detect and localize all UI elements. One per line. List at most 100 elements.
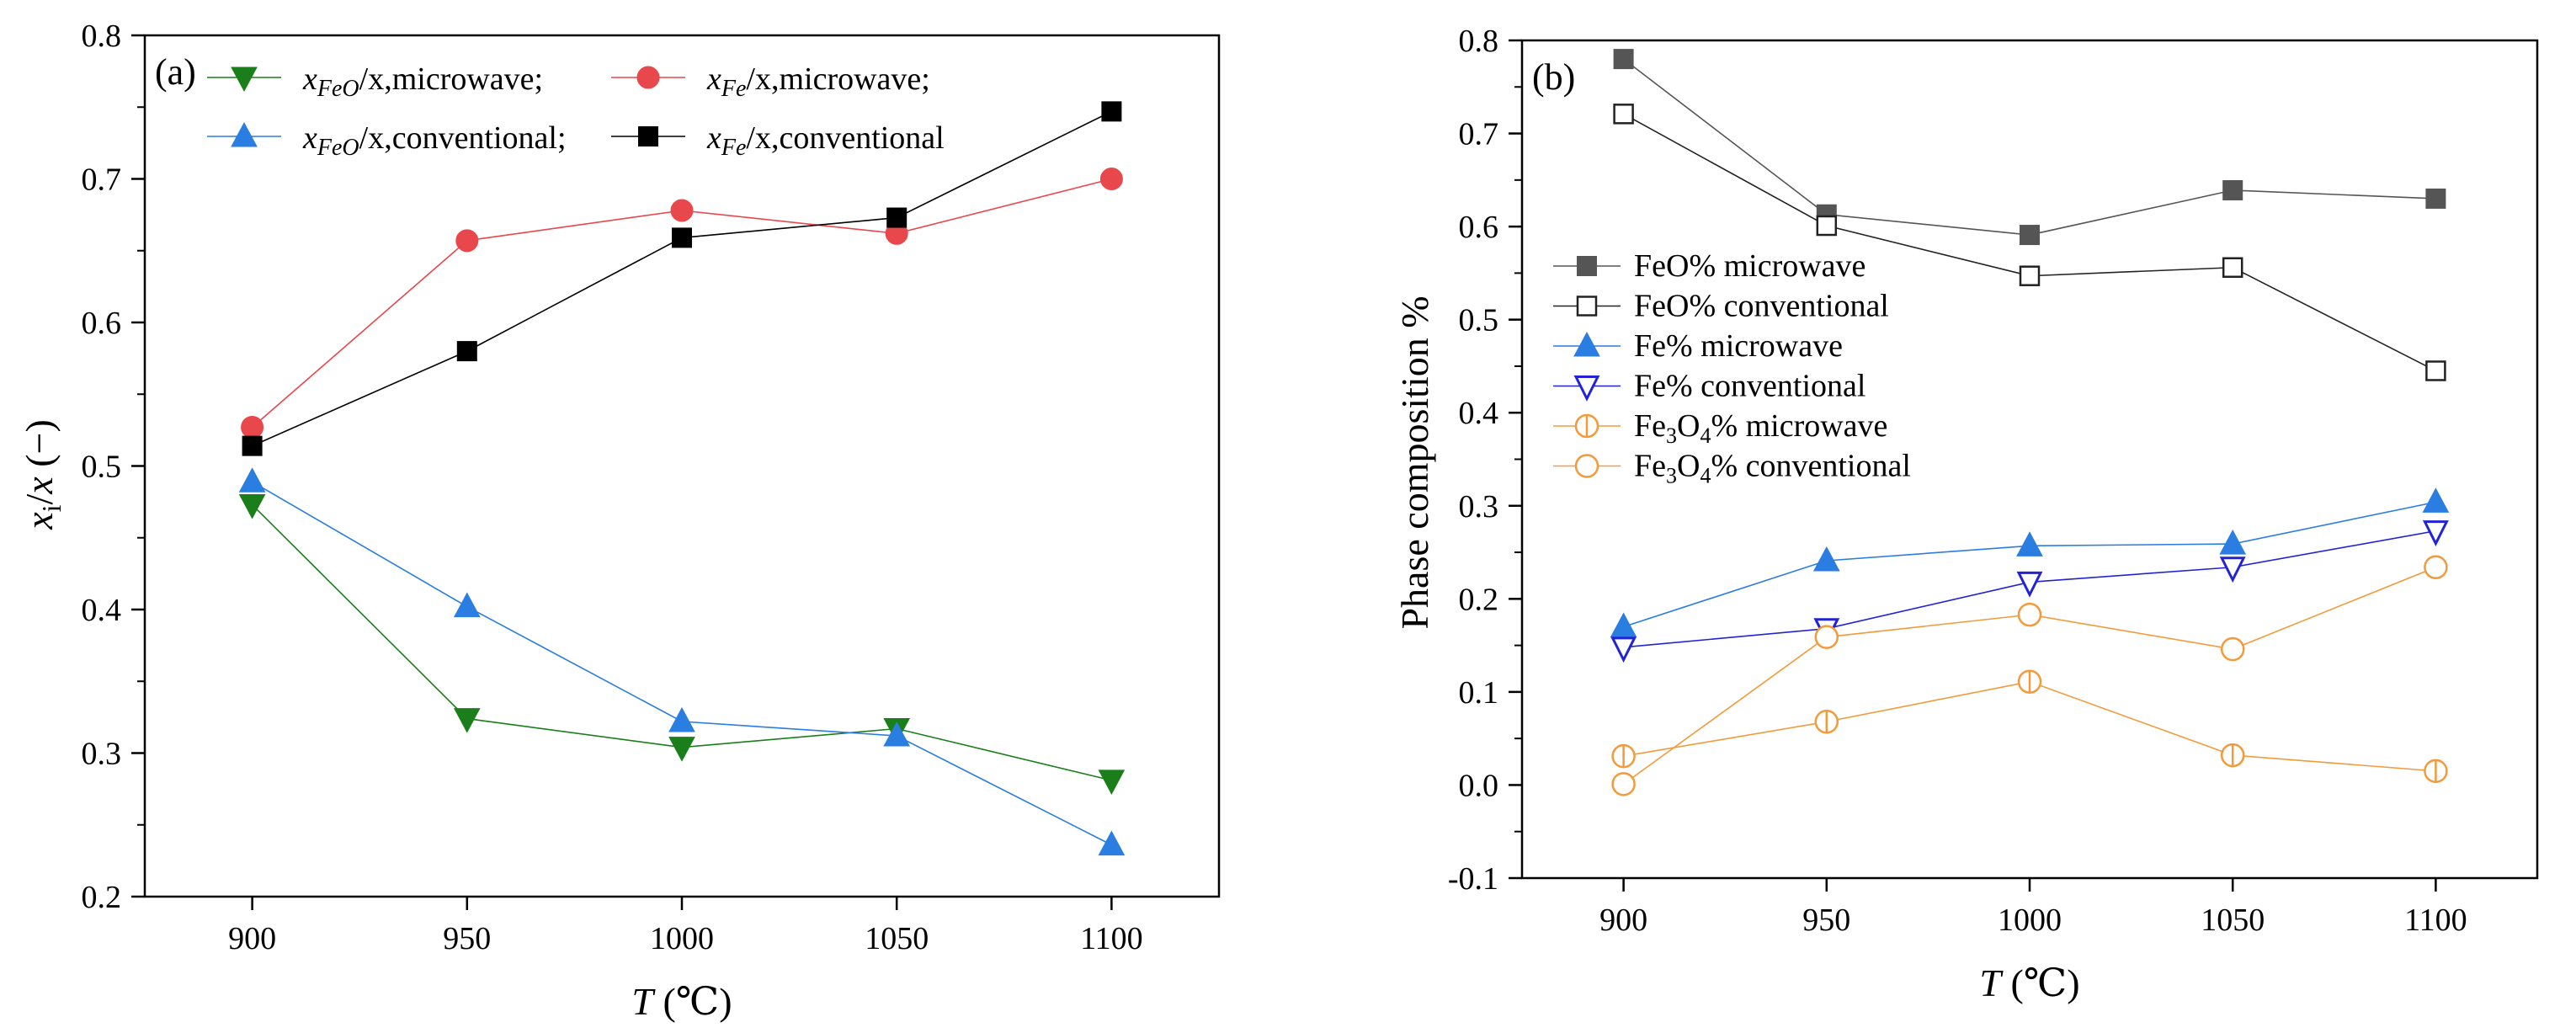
data-point xyxy=(1611,743,1636,769)
data-point xyxy=(2422,520,2449,546)
data-point xyxy=(2425,360,2446,381)
legend-marker xyxy=(1576,296,1598,317)
data-point xyxy=(1613,49,1634,70)
y-tick-label: 0.5 xyxy=(1459,303,1499,338)
x-tick-label: 950 xyxy=(443,921,491,956)
y-axis-label: Phase composition % xyxy=(1393,296,1436,629)
data-point xyxy=(668,737,695,762)
legend-label: xFe/x,microwave; xyxy=(706,61,930,102)
x-tick-label: 950 xyxy=(1802,903,1850,938)
legend-item: FeO% microwave xyxy=(1553,248,1865,284)
legend-label: xFe/x,conventional xyxy=(706,120,945,161)
series-fe3o4-conventional xyxy=(1611,555,2448,796)
chart-panel-b: 900 950 1000 1050 1100 -0.1 0.0 0.1 0.2 0.3 0.4 0.5… xyxy=(1393,24,2539,1004)
legend-item: xFe/x,conventional xyxy=(611,120,945,161)
legend-marker xyxy=(1574,413,1599,439)
data-point xyxy=(1610,636,1637,663)
series-x-fe-x-conventional xyxy=(242,101,1122,456)
legend-item: Fe% conventional xyxy=(1553,369,1865,404)
y-tick-label: 0.2 xyxy=(82,880,122,915)
data-point xyxy=(1611,772,1636,796)
data-point xyxy=(2017,602,2042,627)
legend-marker xyxy=(1573,375,1600,402)
data-point xyxy=(1814,625,1839,649)
series-line xyxy=(1623,58,2436,236)
series-x-feo-x-microwave- xyxy=(238,494,1126,795)
series-fe3o4-microwave xyxy=(1611,669,2448,784)
data-point xyxy=(672,227,692,248)
x-axis-label: T (℃) xyxy=(1979,961,2079,1004)
series-fe-conventional xyxy=(1610,520,2449,663)
data-point xyxy=(2220,743,2245,768)
panel-label: (a) xyxy=(155,51,196,93)
series-feo-microwave xyxy=(1613,49,2446,246)
series-fe-microwave xyxy=(1610,487,2450,637)
y-tick-label: 0.4 xyxy=(1459,396,1499,431)
y-tick-label: 0.3 xyxy=(1459,489,1499,524)
data-point xyxy=(2020,225,2040,246)
legend-label: FeO% conventional xyxy=(1634,289,1889,324)
data-point xyxy=(2017,669,2042,694)
y-tick-label: 0.8 xyxy=(1459,24,1499,59)
data-point xyxy=(2222,257,2243,279)
x-tick-label: 900 xyxy=(228,921,276,956)
legend-label: Fe% conventional xyxy=(1634,369,1865,404)
y-tick-label: 0.7 xyxy=(82,162,122,198)
data-point xyxy=(1613,104,1634,125)
data-point xyxy=(2219,556,2246,583)
panel-label: (b) xyxy=(1532,56,1575,98)
legend-marker xyxy=(636,66,660,89)
data-point xyxy=(453,592,481,618)
legend-label: xFeO/x,microwave; xyxy=(302,61,543,102)
data-point xyxy=(1610,612,1637,637)
legend-marker xyxy=(1577,256,1597,276)
y-tick-label: -0.1 xyxy=(1448,861,1498,897)
legend-label: Fe% microwave xyxy=(1634,328,1843,364)
legend-item: Fe3O4% microwave xyxy=(1553,408,1887,448)
data-point xyxy=(886,207,907,228)
data-point xyxy=(1816,215,1838,237)
legend-marker xyxy=(1573,331,1600,357)
data-point xyxy=(1814,710,1839,734)
data-point xyxy=(1812,546,1840,572)
legend-label: Fe3O4% conventional xyxy=(1634,449,1911,488)
y-tick-label: 0.2 xyxy=(1459,582,1499,617)
legend-item: Fe% microwave xyxy=(1553,328,1843,364)
data-point xyxy=(2016,531,2043,556)
legend-item: xFeO/x,conventional; xyxy=(207,120,567,161)
legend-item: xFe/x,microwave; xyxy=(611,61,930,102)
x-tick-label: 1100 xyxy=(2404,903,2467,938)
data-point xyxy=(2019,265,2041,286)
legend-label: xFeO/x,conventional; xyxy=(302,120,567,161)
y-tick-label: 0.7 xyxy=(1459,117,1499,152)
legend-marker xyxy=(1574,454,1599,478)
data-point xyxy=(2422,487,2450,513)
series-x-feo-x-conventional- xyxy=(238,467,1126,856)
series-feo-conventional xyxy=(1613,104,2446,381)
x-axis-label: T (℃) xyxy=(631,980,732,1023)
data-point xyxy=(2219,530,2247,555)
legend-item: FeO% conventional xyxy=(1553,289,1889,324)
data-point xyxy=(2016,571,2043,598)
x-tick-label: 900 xyxy=(1599,903,1647,938)
data-point xyxy=(1101,101,1122,122)
data-point xyxy=(1099,168,1123,190)
y-tick-label: 0.8 xyxy=(82,19,122,54)
legend-marker xyxy=(638,126,658,146)
data-point xyxy=(455,229,479,253)
x-tick-label: 1100 xyxy=(1080,921,1143,956)
data-point xyxy=(241,415,264,439)
data-point xyxy=(238,467,266,493)
legend-item: xFeO/x,microwave; xyxy=(207,61,543,102)
series-line xyxy=(252,110,1112,447)
x-tick-label: 1050 xyxy=(865,921,929,956)
legend-item: Fe3O4% conventional xyxy=(1553,449,1911,488)
y-tick-label: 0.3 xyxy=(82,737,122,772)
chart-panel-a: 900 950 1000 1050 1100 0.2 0.3 0.4 0.5 0.6 0.7 0.8 T… xyxy=(18,19,1221,1023)
data-point xyxy=(453,708,481,733)
data-point xyxy=(1098,830,1126,856)
data-point xyxy=(2424,555,2448,579)
y-tick-label: 0.1 xyxy=(1459,675,1499,711)
data-point xyxy=(1098,769,1126,795)
